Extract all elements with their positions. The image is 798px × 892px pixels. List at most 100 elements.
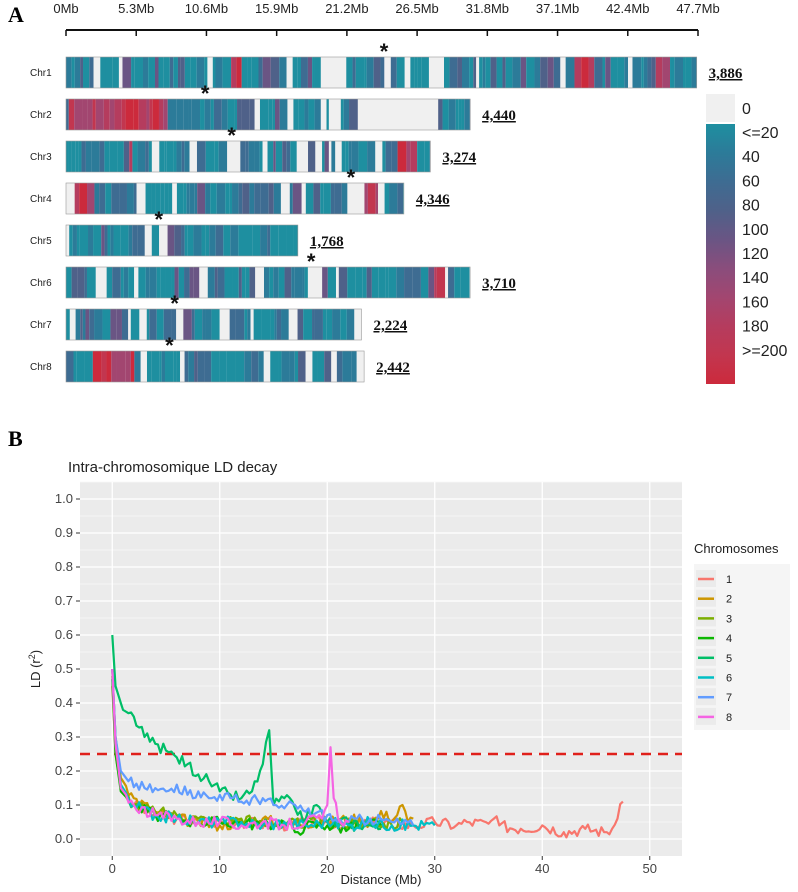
density-segment [71,57,75,88]
ld-y-axis-title-main: LD (r [28,659,43,689]
top-axis-tick-label: 21.2Mb [325,1,368,16]
y-tick-label: 0.4 [55,695,73,710]
density-segment [75,309,81,340]
x-tick-label: 50 [643,861,657,876]
density-segment [221,99,228,130]
density-segment [126,183,134,214]
density-segment [241,99,250,130]
density-segment [169,57,174,88]
density-segment [168,183,173,214]
density-segment [79,225,89,256]
density-segment [232,267,239,298]
density-segment [434,267,437,298]
density-segment [66,183,75,214]
density-segment [245,141,249,172]
chromosome-label: Chr4 [30,194,52,205]
density-segment [137,141,146,172]
density-segment [132,225,138,256]
density-segment [201,225,206,256]
density-segment [210,183,217,214]
density-segment [473,57,477,88]
density-segment [151,225,160,256]
density-segment [588,57,595,88]
density-segment [632,57,642,88]
density-segment [294,267,303,298]
density-segment [391,141,398,172]
density-segment [110,225,114,256]
density-segment [196,57,205,88]
density-segment [505,57,513,88]
density-segment [292,183,302,214]
density-segment [142,57,149,88]
density-segment [219,351,227,382]
density-segment [691,57,697,88]
density-segment [149,267,157,298]
density-segment [326,309,333,340]
density-segment [292,57,298,88]
density-segment [101,351,107,382]
density-segment [296,141,305,172]
density-segment [293,225,298,256]
density-segment [247,57,252,88]
density-segment [340,99,344,130]
density-segment [224,267,233,298]
density-segment [385,267,389,298]
density-segment [154,57,159,88]
density-segment [229,183,233,214]
density-segment [298,351,306,382]
density-segment [520,57,527,88]
density-segment [238,183,243,214]
density-segment [82,309,86,340]
density-segment [106,267,113,298]
density-segment [112,267,121,298]
density-segment [324,351,332,382]
density-segment [279,57,287,88]
snp-count-label: 4,346 [416,192,450,208]
density-segment [270,351,279,382]
density-segment [547,57,554,88]
density-segment [101,225,105,256]
top-axis-tick-label: 15.9Mb [255,1,298,16]
density-segment [241,267,246,298]
legend-label: 160 [742,294,769,311]
density-segment [196,141,206,172]
y-tick-label: 0.0 [55,831,73,846]
density-segment [362,267,367,298]
density-segment [133,183,137,214]
density-segment [289,183,293,214]
density-segment [112,57,119,88]
density-segment [278,351,282,382]
ld-x-axis-title: Distance (Mb) [341,872,422,887]
density-segment [194,183,198,214]
chromosome-bar-outline [65,56,697,89]
density-segment [355,267,363,298]
density-segment [68,99,75,130]
density-segment [151,183,156,214]
density-segment [148,57,155,88]
density-segment [328,99,335,130]
density-segment [254,99,260,130]
density-segment [320,183,324,214]
snp-count-label: 4,440 [482,108,516,124]
density-segment [193,267,200,298]
density-segment [355,57,365,88]
density-segment [232,183,239,214]
chromosome-label: Chr1 [30,68,52,79]
density-segment [205,141,215,172]
density-segment [438,57,445,88]
legend-label: >=200 [742,343,787,360]
density-segment [421,57,429,88]
density-segment [331,351,337,382]
density-segment [89,309,95,340]
density-segment [336,351,343,382]
density-segment [111,183,120,214]
top-axis-tick-label: 42.4Mb [606,1,649,16]
density-segment [145,267,150,298]
density-segment [574,57,582,88]
density-segment [272,99,275,130]
centromere-star: * [154,207,163,232]
density-segment [412,267,421,298]
density-segment [72,225,77,256]
density-segment [181,141,185,172]
density-segment [66,225,70,256]
